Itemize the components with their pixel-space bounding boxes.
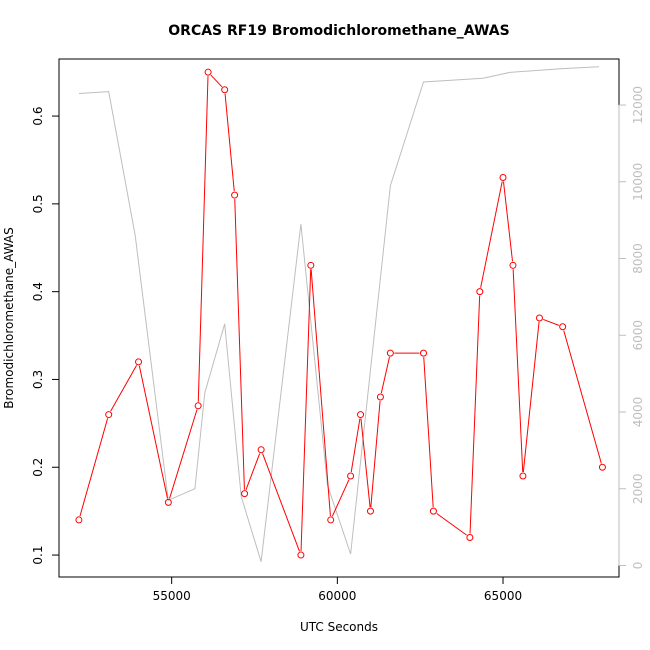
red-series-point — [221, 86, 229, 94]
red-series-point — [386, 349, 394, 357]
red-series-segment — [300, 269, 312, 552]
red-series-segment — [370, 400, 381, 508]
red-series-point — [519, 472, 527, 480]
plot-frame — [58, 58, 620, 578]
red-series-point — [598, 463, 606, 471]
y-tick-label-left: 0.4 — [31, 282, 45, 301]
x-tick-label: 55000 — [153, 589, 191, 603]
red-series-point — [499, 174, 507, 182]
red-series-point — [366, 507, 374, 515]
red-series-segment — [360, 418, 371, 508]
red-series-segment — [502, 181, 514, 262]
y-axis-right: 0 2000 4000 6000 8000 10000 12000 — [618, 86, 645, 570]
red-series-point — [307, 261, 315, 269]
red-series-point — [241, 490, 249, 498]
gray-series-line — [78, 66, 600, 562]
red-series-segment — [563, 330, 602, 464]
red-series-point — [297, 551, 305, 559]
red-series-point — [194, 402, 202, 410]
y-tick-label-left: 0.2 — [31, 458, 45, 477]
y-axis-left: 0.1 0.2 0.3 0.4 0.5 0.6 — [31, 107, 60, 565]
y-tick-label-right: 8000 — [631, 243, 645, 274]
y-tick-label-right: 12000 — [631, 86, 645, 124]
red-series-point — [376, 393, 384, 401]
red-series-point — [419, 349, 427, 357]
y-tick-label-left: 0.6 — [31, 107, 45, 126]
x-tick-label: 60000 — [318, 589, 356, 603]
red-series-point — [164, 498, 172, 506]
red-series-point — [75, 516, 83, 524]
red-series-segment — [245, 453, 261, 491]
y-tick-label-right: 2000 — [631, 473, 645, 504]
y-tick-label-right: 4000 — [631, 397, 645, 428]
red-series-segment — [79, 418, 109, 517]
red-series-point — [327, 516, 335, 524]
red-series-segment — [469, 295, 481, 534]
red-series-segment — [262, 453, 300, 552]
red-series-point — [429, 507, 437, 515]
y-tick-label-right: 0 — [631, 562, 645, 570]
red-series-segment — [480, 181, 503, 288]
y-axis-label: Bromodichloromethane_AWAS — [2, 227, 16, 408]
red-series-point — [135, 358, 143, 366]
red-series-point — [535, 314, 543, 322]
red-series-point — [466, 533, 474, 541]
red-series-segment — [310, 269, 331, 516]
y-tick-label-right: 6000 — [631, 320, 645, 351]
red-series-segment — [522, 321, 540, 473]
red-series-point — [559, 323, 567, 331]
red-series-segment — [423, 357, 434, 508]
red-series-segment — [350, 418, 361, 473]
red-series-segment — [234, 199, 245, 490]
y-tick-label-left: 0.1 — [31, 546, 45, 565]
red-series-segment — [169, 409, 198, 499]
red-series-segment — [110, 365, 137, 412]
red-series-point — [476, 288, 484, 296]
red-series-segment — [138, 365, 169, 499]
x-axis: 55000 60000 65000 — [153, 576, 522, 603]
x-tick-label: 65000 — [484, 589, 522, 603]
chart-title: ORCAS RF19 Bromodichloromethane_AWAS — [168, 23, 509, 39]
x-axis-label: UTC Seconds — [300, 620, 378, 634]
red-series-segment — [331, 479, 350, 517]
y-tick-label-left: 0.5 — [31, 194, 45, 213]
red-series-point — [105, 411, 113, 419]
y-tick-label-left: 0.3 — [31, 370, 45, 389]
red-series-point — [257, 446, 265, 454]
y-tick-label-right: 10000 — [631, 163, 645, 201]
red-series-segment — [512, 269, 524, 473]
red-series-point — [204, 68, 212, 76]
red-series-point — [357, 411, 365, 419]
red-series-segment — [543, 318, 560, 326]
red-series-point — [231, 191, 239, 199]
red-series-point — [347, 472, 355, 480]
red-series-segment — [380, 356, 390, 394]
red-series-segment — [436, 513, 467, 536]
red-series-point — [509, 261, 517, 269]
series-layer — [75, 66, 606, 562]
red-series-segment — [197, 76, 209, 402]
red-series-segment — [210, 74, 223, 88]
red-series-segment — [224, 93, 235, 192]
